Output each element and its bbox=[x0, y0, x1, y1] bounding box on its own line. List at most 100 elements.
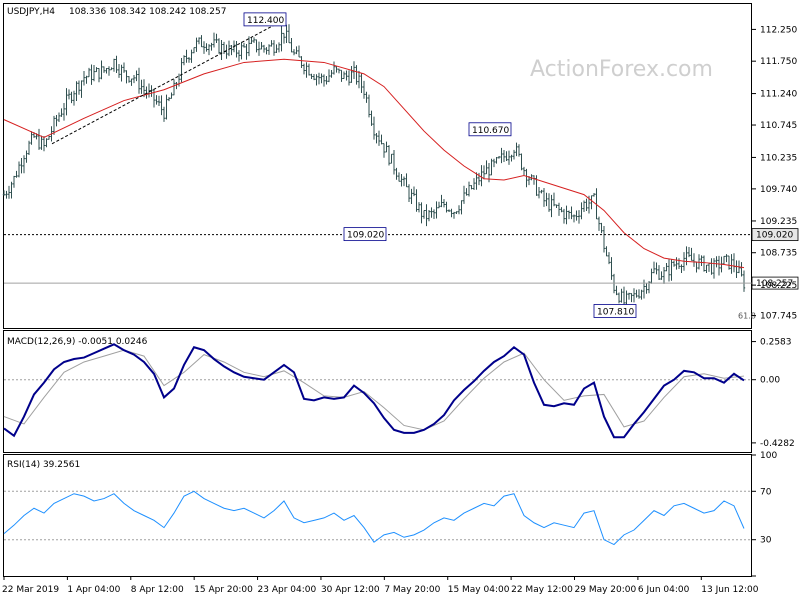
price-tick-label: 107.745 bbox=[760, 312, 797, 322]
x-tick-label: 15 Apr 20:00 bbox=[194, 585, 253, 595]
ohlc-bar bbox=[727, 255, 731, 270]
ohlc-bar bbox=[467, 181, 471, 197]
ohlc-bar bbox=[667, 259, 671, 282]
ohlc-bar bbox=[160, 95, 163, 116]
ohlc-bar bbox=[575, 210, 578, 221]
ohlc-bar bbox=[650, 268, 653, 284]
ohlc-bar bbox=[332, 61, 336, 75]
price-header-ohlc: 108.336 108.342 108.242 108.257 bbox=[69, 7, 226, 17]
macd-line bbox=[3, 343, 745, 439]
ohlc-bar bbox=[245, 44, 248, 60]
ohlc-bar bbox=[427, 210, 431, 222]
ohlc-bar bbox=[30, 131, 33, 145]
ohlc-bar bbox=[407, 184, 411, 203]
ohlc-bar bbox=[290, 38, 293, 53]
ohlc-bar bbox=[40, 135, 43, 150]
ohlc-bar bbox=[732, 253, 736, 273]
ohlc-bar bbox=[742, 270, 746, 292]
ohlc-bar bbox=[605, 246, 608, 257]
ohlc-bar bbox=[410, 188, 413, 205]
ohlc-bar bbox=[715, 256, 718, 268]
ohlc-bar bbox=[87, 67, 91, 78]
ohlc-bar bbox=[37, 128, 41, 150]
ohlc-bar bbox=[320, 73, 323, 84]
ohlc-bar bbox=[425, 204, 428, 227]
ohlc-bar bbox=[515, 142, 518, 157]
ohlc-bar bbox=[270, 40, 273, 47]
ohlc-bar bbox=[80, 80, 83, 98]
ohlc-bar bbox=[445, 201, 448, 213]
x-tick-label: 22 Mar 2019 bbox=[2, 585, 59, 595]
ohlc-bar bbox=[275, 44, 278, 54]
price-bars bbox=[2, 24, 746, 311]
ohlc-bar bbox=[60, 108, 63, 117]
ohlc-bar bbox=[285, 24, 288, 43]
ohlc-bar bbox=[550, 194, 553, 218]
x-tick-label: 29 May 20:00 bbox=[575, 585, 637, 595]
ohlc-bar bbox=[562, 208, 566, 224]
ohlc-bar bbox=[77, 80, 81, 95]
ohlc-bar bbox=[165, 94, 168, 120]
ohlc-bar bbox=[632, 288, 636, 303]
ohlc-bar bbox=[367, 94, 371, 118]
rsi-tick-label: 100 bbox=[760, 451, 777, 461]
ohlc-bar bbox=[202, 41, 206, 54]
ohlc-bar bbox=[577, 210, 581, 224]
ohlc-bar bbox=[302, 63, 306, 75]
ohlc-bar bbox=[75, 81, 78, 102]
x-tick-label: 13 Jun 12:00 bbox=[701, 585, 758, 595]
ohlc-bar bbox=[282, 32, 286, 44]
ohlc-bar bbox=[557, 202, 561, 216]
ohlc-bar bbox=[642, 279, 646, 299]
ohlc-bar bbox=[20, 157, 23, 174]
ohlc-bar bbox=[137, 67, 141, 94]
price-annotation-box bbox=[593, 304, 637, 318]
ohlc-bar bbox=[512, 149, 516, 160]
ohlc-bar bbox=[675, 257, 678, 270]
ohlc-bar bbox=[272, 40, 276, 56]
ohlc-bar bbox=[255, 39, 258, 53]
level-tag-box bbox=[751, 228, 799, 242]
ohlc-bar bbox=[167, 97, 171, 102]
ohlc-bar bbox=[292, 49, 296, 56]
ohlc-bar bbox=[360, 73, 363, 94]
ohlc-bar bbox=[200, 35, 203, 48]
ohlc-bar bbox=[337, 68, 341, 74]
ohlc-bar bbox=[530, 174, 533, 181]
ohlc-bar bbox=[62, 103, 66, 121]
ohlc-bar bbox=[712, 258, 716, 279]
rsi-panel-frame bbox=[3, 454, 752, 577]
price-tick-label: 108.225 bbox=[760, 281, 797, 291]
ohlc-bar bbox=[395, 167, 398, 180]
ohlc-bar bbox=[55, 114, 58, 127]
ohlc-bar bbox=[300, 56, 303, 69]
macd-panel-frame bbox=[3, 330, 752, 453]
ohlc-bar bbox=[215, 33, 218, 44]
ohlc-bar bbox=[375, 132, 378, 144]
ohlc-bar bbox=[420, 202, 423, 224]
ohlc-bar bbox=[342, 71, 346, 79]
rsi-tick-label: 70 bbox=[760, 487, 772, 497]
ohlc-bar bbox=[187, 57, 191, 63]
ohlc-bar bbox=[340, 69, 343, 82]
ohlc-bar bbox=[180, 58, 183, 83]
ohlc-bar bbox=[22, 155, 26, 174]
ohlc-bar bbox=[607, 252, 611, 265]
ohlc-bar bbox=[297, 45, 301, 58]
x-tick-label: 1 Apr 04:00 bbox=[67, 585, 120, 595]
ohlc-bar bbox=[405, 173, 408, 188]
ohlc-bar bbox=[430, 207, 433, 218]
ohlc-bar bbox=[315, 74, 318, 86]
ohlc-bar bbox=[740, 262, 743, 277]
ohlc-bar bbox=[90, 64, 93, 85]
ohlc-bar bbox=[192, 47, 196, 54]
x-tick-label: 22 May 12:00 bbox=[511, 585, 573, 595]
ohlc-bar bbox=[532, 175, 536, 185]
ohlc-bar bbox=[722, 255, 726, 265]
ohlc-bar bbox=[230, 44, 233, 56]
ohlc-bar bbox=[500, 147, 503, 164]
ohlc-bar bbox=[387, 145, 391, 166]
ohlc-bar bbox=[677, 258, 681, 269]
ohlc-bar bbox=[220, 40, 223, 61]
x-tick-label: 30 Apr 12:00 bbox=[321, 585, 380, 595]
